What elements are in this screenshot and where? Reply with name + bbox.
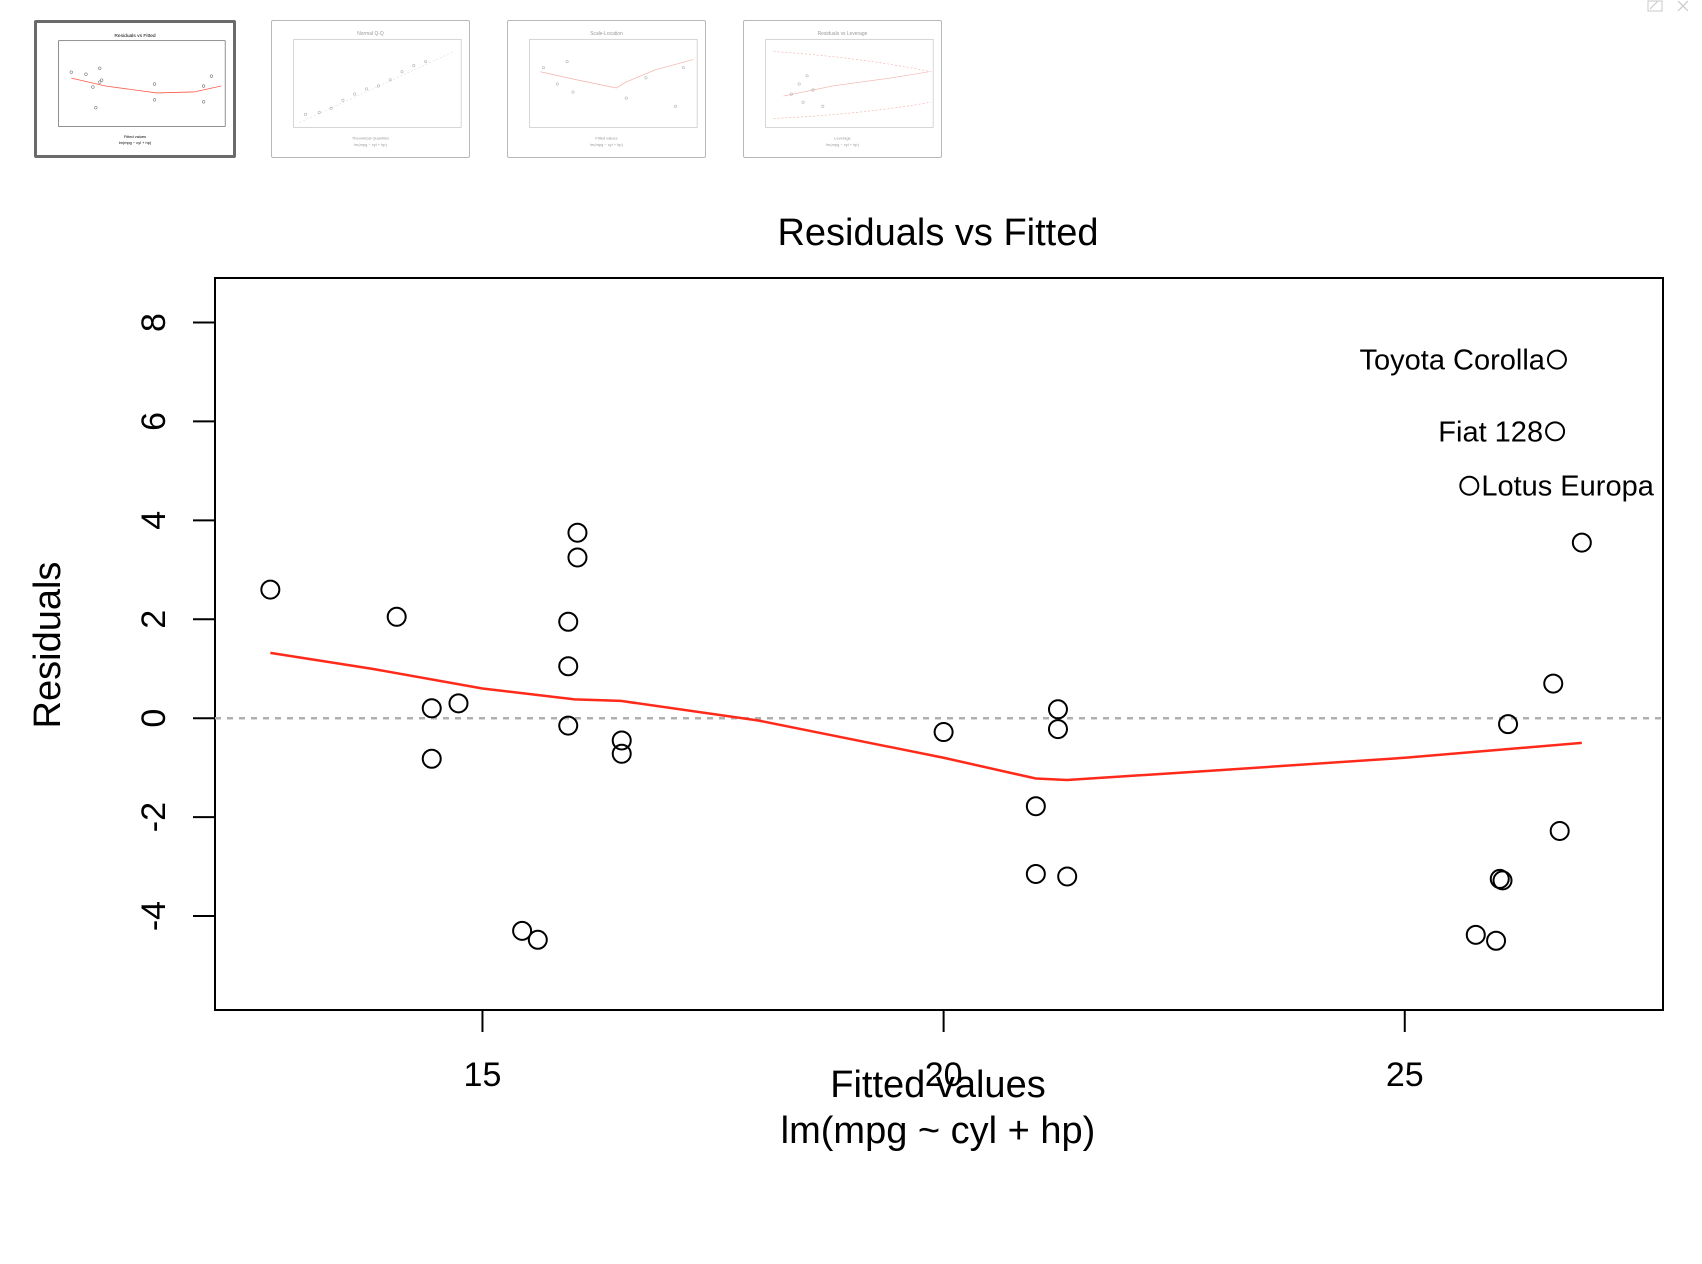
point-annotation: Toyota Corolla	[1360, 345, 1546, 377]
thumbnail-scale-location[interactable]: Scale-Location Fitted values lm(mpg ~ cy…	[507, 20, 706, 158]
y-tick-label: 6	[135, 412, 173, 431]
data-point	[1025, 863, 1046, 884]
data-point	[567, 547, 588, 568]
data-point	[1025, 796, 1046, 817]
point-annotation: Lotus Europa	[1481, 471, 1654, 503]
plot-frame	[214, 277, 1664, 1011]
data-point	[1546, 349, 1567, 370]
smoother-line	[270, 651, 1582, 782]
x-tick-label: 20	[925, 1056, 963, 1094]
thumb-title: Scale-Location	[590, 31, 623, 37]
y-tick-label: 8	[135, 313, 173, 332]
thumb-title: Residuals vs Leverage	[818, 31, 868, 37]
plot-thumbnail-strip: Residuals vs Fitted Fitted values lm(mpg…	[0, 0, 1702, 175]
thumb-subtitle: lm(mpg ~ cyl + hp)	[590, 142, 623, 147]
thumb-subtitle: lm(mpg ~ cyl + hp)	[119, 140, 152, 145]
residuals-vs-fitted-plot: Residuals vs Fitted 15 20 25 -4 -2 0 2 4 6 8 Toy…	[27, 212, 1664, 1152]
edit-icon[interactable]	[1647, 0, 1663, 12]
data-point	[1549, 820, 1570, 841]
close-icon[interactable]	[1677, 0, 1689, 12]
thumb-subtitle: lm(mpg ~ cyl + hp)	[354, 142, 387, 147]
thumb-subtitle: lm(mpg ~ cyl + hp)	[826, 142, 859, 147]
y-tick-label: -2	[135, 802, 173, 832]
thumb-xlabel: Fitted values	[124, 134, 146, 139]
chart-title: Residuals vs Fitted	[777, 212, 1098, 254]
data-point	[1465, 924, 1486, 945]
data-point	[1459, 475, 1480, 496]
data-point	[386, 606, 407, 627]
window-corner-controls	[1636, 0, 1696, 14]
data-point	[1543, 673, 1564, 694]
data-point	[421, 698, 442, 719]
data-point	[558, 715, 579, 736]
y-axis: -4 -2 0 2 4 6 8	[135, 313, 215, 931]
x-axis-label: Fitted values	[830, 1064, 1045, 1106]
y-axis-label: Residuals	[27, 562, 69, 729]
data-point	[1489, 868, 1510, 889]
thumb-title: Residuals vs Fitted	[114, 33, 156, 39]
x-tick-label: 25	[1386, 1056, 1424, 1094]
y-tick-label: 0	[135, 709, 173, 728]
thumbnail-residuals-vs-fitted[interactable]: Residuals vs Fitted Fitted values lm(mpg…	[34, 20, 236, 158]
point-annotation: Fiat 128	[1438, 416, 1543, 448]
data-point	[1486, 930, 1507, 951]
data-point	[527, 929, 548, 950]
thumbnail-residuals-vs-leverage[interactable]: Residuals vs Leverage Leverage lm(mpg ~ …	[743, 20, 942, 158]
data-point	[448, 693, 469, 714]
data-point	[611, 730, 632, 751]
data-point	[933, 722, 954, 743]
y-tick-label: 4	[135, 511, 173, 530]
data-point	[1571, 532, 1592, 553]
data-point	[558, 656, 579, 677]
data-point	[1057, 866, 1078, 887]
y-tick-label: 2	[135, 610, 173, 629]
data-point	[421, 748, 442, 769]
thumb-xlabel: Fitted values	[595, 136, 617, 141]
data-point	[567, 522, 588, 543]
thumb-title: Normal Q-Q	[357, 31, 384, 37]
thumb-xlabel: Leverage	[834, 136, 851, 141]
thumbnail-normal-qq[interactable]: Normal Q-Q Theoretical Quantiles lm(mpg …	[271, 20, 470, 158]
data-point	[1498, 714, 1519, 735]
y-tick-label: -4	[135, 901, 173, 931]
x-tick-label: 15	[464, 1056, 502, 1094]
data-point	[1047, 699, 1068, 720]
data-point	[1492, 870, 1513, 891]
thumb-xlabel: Theoretical Quantiles	[352, 136, 389, 141]
data-point	[512, 920, 533, 941]
data-point	[1545, 421, 1566, 442]
x-axis: 15 20 25	[464, 1010, 1424, 1094]
data-point	[611, 743, 632, 764]
data-point	[260, 579, 281, 600]
data-points: Toyota Corolla Fiat 128 Lotus Europa	[260, 345, 1655, 951]
main-plot-panel: Residuals vs Fitted 15 20 25 -4 -2 0 2 4 6 8 Toy…	[0, 175, 1702, 1264]
data-point	[1047, 719, 1068, 740]
data-point	[558, 611, 579, 632]
chart-subtitle: lm(mpg ~ cyl + hp)	[781, 1110, 1096, 1152]
